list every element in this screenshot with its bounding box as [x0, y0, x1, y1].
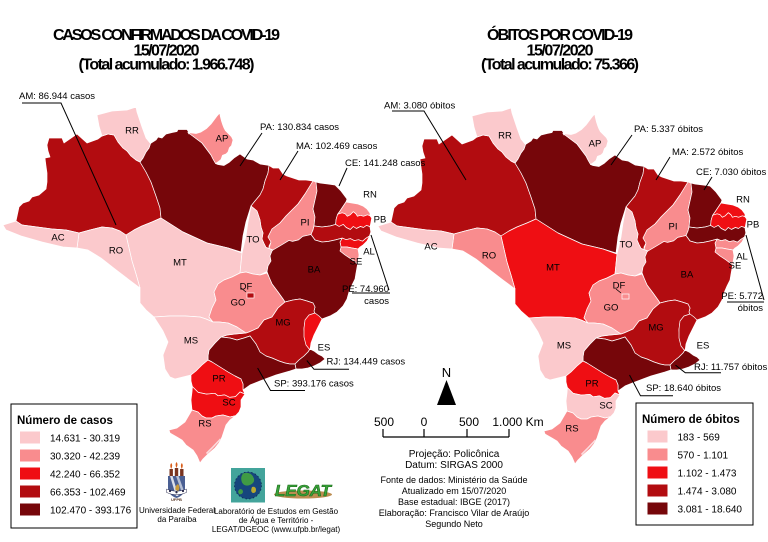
svg-text:GO: GO: [231, 298, 246, 309]
svg-text:PB: PB: [374, 215, 387, 226]
svg-text:RO: RO: [482, 251, 496, 262]
svg-text:RJ: 11.757 óbitos: RJ: 11.757 óbitos: [694, 362, 767, 373]
svg-text:Projeção: Policônica: Projeção: Policônica: [409, 449, 500, 460]
svg-text:GO: GO: [604, 303, 619, 314]
svg-text:AL: AL: [736, 252, 748, 263]
svg-text:0: 0: [421, 415, 428, 429]
svg-text:AP: AP: [589, 139, 602, 150]
svg-text:1.474 - 3.080: 1.474 - 3.080: [678, 487, 737, 498]
svg-text:AM: 3.080 óbitos: AM: 3.080 óbitos: [384, 101, 456, 112]
svg-text:N: N: [442, 365, 451, 380]
svg-text:Fonte de dados: Ministério da: Fonte de dados: Ministério da Saúde: [380, 475, 527, 485]
svg-text:óbitos: óbitos: [738, 303, 764, 314]
svg-text:PR: PR: [585, 379, 598, 390]
svg-text:AP: AP: [216, 134, 229, 145]
svg-text:MT: MT: [546, 263, 560, 274]
svg-text:Número de casos: Número de casos: [17, 415, 113, 427]
svg-text:TO: TO: [619, 240, 632, 251]
svg-text:15/07/2020: 15/07/2020: [134, 43, 200, 60]
svg-text:PE: 5.772: PE: 5.772: [721, 291, 763, 302]
svg-text:RN: RN: [363, 190, 377, 201]
svg-text:de Água e Território -: de Água e Território -: [239, 516, 314, 525]
svg-text:PR: PR: [212, 374, 225, 385]
svg-text:MA: 2.572 óbitos: MA: 2.572 óbitos: [672, 147, 744, 158]
svg-text:SP: 18.640 óbitos: SP: 18.640 óbitos: [646, 383, 721, 394]
svg-text:BA: BA: [681, 270, 694, 281]
svg-text:CASOS CONFIRMADOS DA COVID-19: CASOS CONFIRMADOS DA COVID-19: [53, 27, 280, 44]
svg-text:Atualizado em 15/07/2020: Atualizado em 15/07/2020: [402, 486, 507, 496]
svg-text:RN: RN: [736, 195, 750, 206]
svg-text:TO: TO: [246, 235, 259, 246]
svg-text:3.081 - 18.640: 3.081 - 18.640: [678, 505, 743, 516]
svg-text:14.631 - 30.319: 14.631 - 30.319: [50, 434, 120, 445]
svg-text:SP: 393.176 casos: SP: 393.176 casos: [274, 378, 354, 389]
svg-text:500: 500: [459, 415, 479, 429]
svg-text:PE: 74.960: PE: 74.960: [342, 284, 389, 295]
svg-text:ES: ES: [697, 341, 710, 352]
svg-text:Datum: SIRGAS 2000: Datum: SIRGAS 2000: [405, 460, 503, 471]
svg-text:183 - 569: 183 - 569: [678, 433, 721, 444]
svg-text:MG: MG: [648, 323, 663, 334]
svg-text:LEGAT/DGEOC (www.ufpb.br/legat: LEGAT/DGEOC (www.ufpb.br/legat): [212, 525, 341, 534]
svg-text:ÓBITOS POR COVID-19: ÓBITOS POR COVID-19: [487, 25, 633, 44]
svg-text:AC: AC: [51, 233, 64, 244]
svg-text:CE: 141.248 casos: CE: 141.248 casos: [345, 158, 426, 169]
svg-text:PI: PI: [301, 218, 310, 229]
svg-text:PB: PB: [747, 220, 760, 231]
svg-text:DF: DF: [240, 282, 253, 293]
svg-text:(Total acumulado: 1.966.748): (Total acumulado: 1.966.748): [79, 57, 255, 74]
svg-text:1.000 Km: 1.000 Km: [492, 415, 543, 429]
svg-text:UFPB: UFPB: [171, 497, 182, 502]
svg-text:DF: DF: [613, 281, 626, 292]
svg-text:(Total acumulado: 75.366): (Total acumulado: 75.366): [481, 57, 639, 74]
svg-text:42.240 - 66.352: 42.240 - 66.352: [50, 470, 120, 481]
svg-text:MS: MS: [557, 341, 571, 352]
svg-text:SC: SC: [222, 398, 235, 409]
svg-text:RR: RR: [125, 126, 139, 137]
svg-text:BA: BA: [308, 265, 321, 276]
svg-text:SE: SE: [350, 257, 363, 268]
svg-text:da Paraíba: da Paraíba: [157, 515, 197, 524]
svg-text:MS: MS: [184, 336, 198, 347]
svg-text:15/07/2020: 15/07/2020: [527, 43, 594, 60]
svg-text:570 - 1.101: 570 - 1.101: [678, 451, 729, 462]
svg-text:PA: 5.337 óbitos: PA: 5.337 óbitos: [634, 124, 703, 135]
svg-text:Elaboração: Francisco Vilar de: Elaboração: Francisco Vilar de Araújo: [379, 508, 529, 518]
svg-text:MT: MT: [173, 258, 187, 269]
svg-text:CE: 7.030 óbitos: CE: 7.030 óbitos: [696, 167, 766, 178]
svg-text:AM: 86.944 casos: AM: 86.944 casos: [19, 91, 95, 102]
svg-text:AC: AC: [424, 242, 437, 253]
svg-text:RS: RS: [565, 424, 578, 435]
svg-text:Universidade Federal: Universidade Federal: [139, 506, 215, 515]
svg-text:30.320 - 42.239: 30.320 - 42.239: [50, 452, 120, 463]
svg-text:SC: SC: [599, 401, 612, 412]
svg-text:MG: MG: [275, 318, 290, 329]
svg-text:Base estadual: IBGE (2017): Base estadual: IBGE (2017): [398, 497, 510, 507]
svg-text:ES: ES: [318, 343, 331, 354]
svg-text:PA: 130.834 casos: PA: 130.834 casos: [260, 122, 339, 133]
svg-text:Laboratório de Estudos em Gest: Laboratório de Estudos em Gestão: [214, 507, 339, 516]
svg-text:1.102 - 1.473: 1.102 - 1.473: [678, 469, 737, 480]
svg-text:66.353 - 102.469: 66.353 - 102.469: [50, 488, 126, 499]
svg-text:RJ: 134.449 casos: RJ: 134.449 casos: [327, 357, 406, 368]
svg-text:Segundo Neto: Segundo Neto: [425, 519, 483, 529]
svg-text:LEGAT: LEGAT: [275, 483, 332, 500]
svg-text:MA: 102.469 casos: MA: 102.469 casos: [296, 141, 378, 152]
svg-text:RS: RS: [198, 419, 211, 430]
svg-text:casos: casos: [364, 296, 389, 307]
svg-text:AL: AL: [363, 247, 375, 258]
svg-text:PI: PI: [669, 222, 678, 233]
svg-text:RO: RO: [109, 246, 123, 257]
svg-text:SE: SE: [729, 261, 742, 272]
svg-text:RR: RR: [498, 131, 512, 142]
svg-text:102.470 - 393.176: 102.470 - 393.176: [50, 506, 132, 517]
svg-text:Número de óbitos: Número de óbitos: [642, 414, 740, 426]
svg-text:500: 500: [374, 415, 394, 429]
